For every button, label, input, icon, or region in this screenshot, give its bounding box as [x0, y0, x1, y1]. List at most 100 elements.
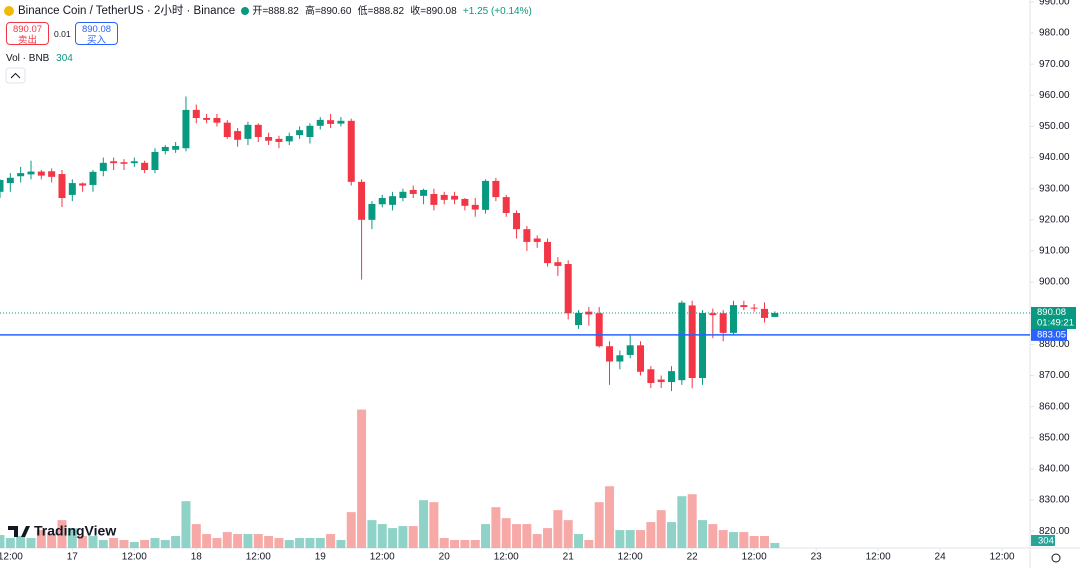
- volume-bar: [88, 536, 98, 548]
- candle-body: [378, 198, 386, 205]
- collapse-icon: [10, 72, 21, 79]
- volume-bar: [677, 496, 687, 548]
- candle-body: [471, 204, 479, 210]
- x-tick-label: 18: [191, 552, 203, 563]
- candle-body: [234, 131, 242, 140]
- candle-body: [27, 171, 35, 175]
- candle-body: [48, 171, 56, 177]
- volume-bar: [543, 528, 553, 548]
- logo-text: TradingView: [34, 523, 116, 539]
- candle-body: [699, 312, 707, 378]
- y-tick-label: 900.00: [1039, 277, 1070, 288]
- volume-bar: [481, 524, 491, 548]
- candle-body: [223, 122, 231, 137]
- volume-bar: [326, 534, 336, 548]
- candle-body: [533, 238, 541, 242]
- y-tick-label: 850.00: [1039, 432, 1070, 443]
- y-tick-label: 940.00: [1039, 152, 1070, 163]
- volume-bar: [47, 533, 57, 548]
- x-tick-label: 17: [67, 552, 79, 563]
- volume-bar: [553, 510, 563, 548]
- candle-body: [575, 312, 583, 326]
- last-price-label: 890.08: [1037, 307, 1066, 318]
- volume-bar: [615, 530, 625, 548]
- candle-body: [523, 229, 531, 242]
- volume-tag: [1031, 535, 1055, 546]
- volume-bar: [0, 535, 5, 548]
- volume-bar: [295, 538, 305, 548]
- ohlc: 收=890.08: [410, 4, 457, 17]
- volume-bar: [408, 526, 418, 548]
- volume-bar: [470, 540, 480, 548]
- volume-bar: [16, 536, 26, 548]
- candle-body: [502, 197, 510, 213]
- candle-body: [89, 171, 97, 185]
- volume-bar: [522, 524, 532, 548]
- candle-body: [760, 308, 768, 318]
- x-tick-label: 12:00: [742, 552, 767, 563]
- volume-bar: [512, 524, 522, 548]
- volume-bar: [429, 502, 439, 548]
- candle-body: [213, 118, 221, 123]
- volume-bar: [439, 538, 449, 548]
- symbol-icon: [4, 6, 14, 16]
- candle-body: [554, 262, 562, 266]
- collapse-button[interactable]: [5, 67, 26, 84]
- sell-button[interactable]: 890.07 卖出: [6, 22, 49, 46]
- candle-body: [513, 212, 521, 230]
- volume-bar: [78, 536, 88, 548]
- y-tick-label: 960.00: [1039, 90, 1070, 101]
- candle-body: [368, 203, 376, 220]
- candle-body: [192, 109, 200, 119]
- candle-body: [461, 198, 469, 206]
- volume-bar: [140, 540, 150, 548]
- volume-bar: [388, 528, 398, 548]
- candle-body: [17, 173, 25, 177]
- volume-bar: [491, 507, 501, 548]
- volume-bar: [770, 542, 780, 548]
- x-tick-label: 24: [935, 552, 947, 563]
- volume-bar: [419, 500, 429, 548]
- candle-body: [740, 305, 748, 308]
- volume-name: Vol · BNB: [6, 53, 50, 64]
- volume-bar: [729, 532, 739, 548]
- y-tick-label: 840.00: [1039, 464, 1070, 475]
- candle-body: [306, 125, 314, 137]
- volume-bar: [450, 540, 460, 548]
- symbol-title: Binance Coin / TetherUS · 2小时 · Binance: [18, 4, 235, 17]
- volume-bar: [367, 520, 377, 548]
- volume-bar: [243, 534, 253, 548]
- candle-body: [161, 146, 169, 152]
- volume-bar: [233, 534, 243, 548]
- volume-bar: [594, 502, 604, 548]
- volume-bar: [315, 538, 325, 548]
- x-tick-label: 22: [687, 552, 699, 563]
- candle-body: [451, 195, 459, 200]
- volume-bar: [698, 520, 708, 548]
- volume-bar: [171, 536, 181, 548]
- settings-icon[interactable]: [1051, 553, 1061, 563]
- candle-body: [606, 346, 614, 362]
- candle-body: [616, 355, 624, 362]
- buy-button[interactable]: 890.08 买入: [75, 22, 118, 46]
- volume-bar: [625, 530, 635, 548]
- x-tick-label: 20: [439, 552, 451, 563]
- volume-bar: [759, 536, 769, 548]
- volume-bar: [532, 534, 542, 548]
- candle-body: [409, 189, 417, 194]
- y-tick-label: 880.00: [1039, 339, 1070, 350]
- volume-bar: [129, 542, 139, 548]
- candle-body: [141, 162, 149, 171]
- volume-bar: [5, 538, 15, 548]
- x-tick-label: 23: [811, 552, 823, 563]
- candle-body: [750, 307, 758, 309]
- ohlc: 开=888.82: [252, 6, 299, 17]
- candle-body: [637, 345, 645, 372]
- volume-bar: [98, 540, 108, 548]
- y-tick-label: 830.00: [1039, 495, 1070, 506]
- volume-bar: [398, 526, 408, 548]
- candle-body: [595, 313, 603, 347]
- y-tick-label: 860.00: [1039, 401, 1070, 412]
- volume-legend: Vol · BNB 304: [6, 53, 73, 64]
